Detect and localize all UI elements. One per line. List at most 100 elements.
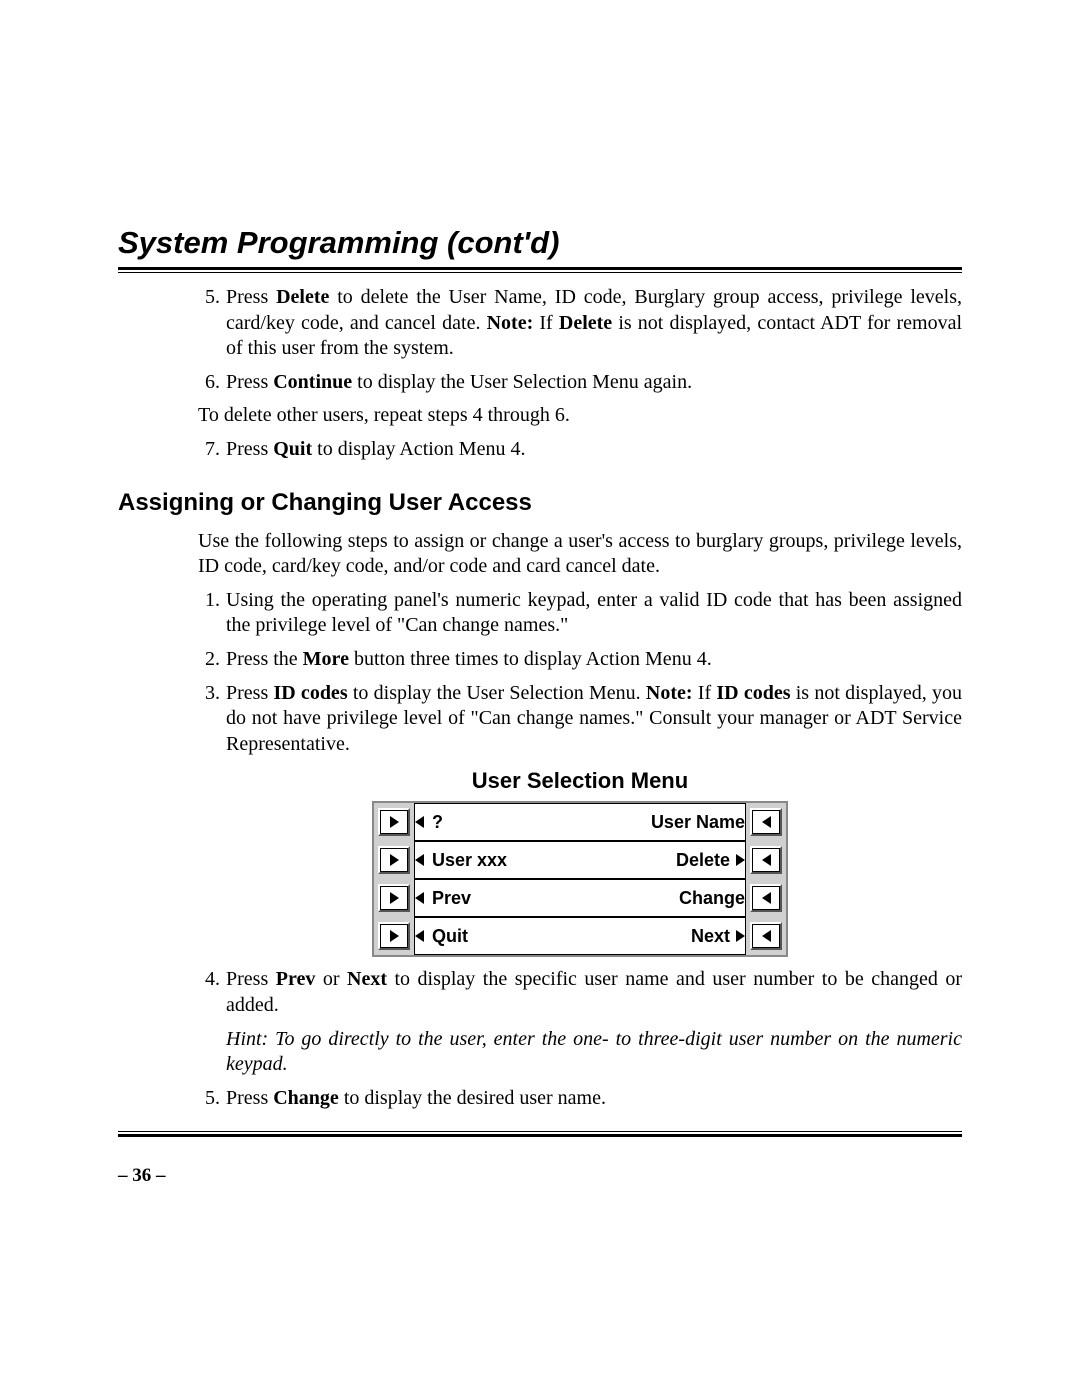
triangle-left-icon [415,854,424,866]
menu-button-right[interactable] [750,922,782,950]
triangle-right-icon [736,930,745,942]
list-item: 3. Press ID codes to display the User Se… [198,681,962,758]
bold-text: Delete [276,286,329,308]
user-selection-menu: ? User Name User xxx Delete [198,801,962,957]
bold-text: Prev [276,968,316,990]
list-number: 2. [198,647,226,673]
text: to display the desired user name. [339,1087,606,1109]
bold-text: Quit [273,438,312,460]
list-item: 4. Press Prev or Next to display the spe… [198,967,962,1018]
section-heading: Assigning or Changing User Access [118,489,962,517]
menu-left-text: Quit [432,925,468,948]
menu-right-text: User Name [651,811,745,834]
list-body: Press Continue to display the User Selec… [226,370,962,396]
list-body: Press Change to display the desired user… [226,1086,962,1112]
menu-right-text: Delete [676,849,730,872]
menu-button-left[interactable] [378,922,410,950]
list-number [198,1027,226,1078]
list-number: 5. [198,285,226,362]
list-number: 5. [198,1086,226,1112]
menu-left-text: Prev [432,887,471,910]
text: to display Action Menu 4. [312,438,525,460]
menu-left-text: User xxx [432,849,507,872]
text: If [533,312,559,334]
menu-button-right[interactable] [750,884,782,912]
text: Press [226,1087,273,1109]
paragraph: To delete other users, repeat steps 4 th… [198,403,962,429]
list-number: 3. [198,681,226,758]
triangle-left-icon [415,892,424,904]
list-item: 2. Press the More button three times to … [198,647,962,673]
menu-title: User Selection Menu [198,767,962,795]
bold-text: ID codes [273,682,347,704]
list-number: 7. [198,437,226,463]
triangle-left-icon [762,892,771,904]
menu-button-right[interactable] [750,808,782,836]
menu-button-left[interactable] [378,846,410,874]
text: or [315,968,347,990]
list-body: Press Prev or Next to display the specif… [226,967,962,1018]
list-number: 4. [198,967,226,1018]
list-body: Press Delete to delete the User Name, ID… [226,285,962,362]
menu-row: Quit Next [374,917,786,955]
list-item: 6. Press Continue to display the User Se… [198,370,962,396]
text: to display the User Selection Menu. [348,682,646,704]
list-item: 1. Using the operating panel's numeric k… [198,588,962,639]
text: Press [226,968,276,990]
menu-cell: Prev Change [414,879,746,917]
paragraph: Use the following steps to assign or cha… [198,529,962,580]
triangle-left-icon [762,930,771,942]
menu-row: User xxx Delete [374,841,786,879]
text: Press [226,371,273,393]
hint-text: Hint: To go directly to the user, enter … [226,1027,962,1078]
menu-cell: ? User Name [414,803,746,841]
text: button three times to display Action Men… [349,648,712,670]
list-body: Press ID codes to display the User Selec… [226,681,962,758]
bold-text: Delete [559,312,612,334]
menu-table: ? User Name User xxx Delete [372,801,788,957]
title-rule-thick [118,267,962,270]
text: If [693,682,717,704]
triangle-right-icon [390,930,399,942]
text: Press [226,286,276,308]
bold-text: Change [273,1087,339,1109]
list-item: 7. Press Quit to display Action Menu 4. [198,437,962,463]
page-title: System Programming (cont'd) [118,225,962,261]
triangle-right-icon [390,816,399,828]
triangle-left-icon [762,816,771,828]
triangle-left-icon [415,930,424,942]
menu-button-right[interactable] [750,846,782,874]
menu-button-left[interactable] [378,808,410,836]
text: Press [226,682,273,704]
menu-cell: Quit Next [414,917,746,955]
list-item: 5. Press Delete to delete the User Name,… [198,285,962,362]
bold-text: Continue [273,371,352,393]
title-rule-thin [118,272,962,273]
menu-button-left[interactable] [378,884,410,912]
menu-right-text: Next [691,925,730,948]
list-body: Press Quit to display Action Menu 4. [226,437,962,463]
footer-rule-thick [118,1134,962,1137]
text: to display the User Selection Menu again… [352,371,692,393]
menu-cell: User xxx Delete [414,841,746,879]
triangle-right-icon [390,892,399,904]
list-item: 5. Press Change to display the desired u… [198,1086,962,1112]
triangle-left-icon [415,816,424,828]
menu-row: Prev Change [374,879,786,917]
bold-text: More [303,648,349,670]
list-number: 1. [198,588,226,639]
menu-row: ? User Name [374,803,786,841]
footer-rule-thin [118,1131,962,1132]
bold-text: Note: [487,312,534,334]
bold-text: Next [347,968,387,990]
text: Press the [226,648,303,670]
text: Press [226,438,273,460]
triangle-right-icon [736,854,745,866]
menu-left-text: ? [432,811,443,834]
list-item-hint: Hint: To go directly to the user, enter … [198,1027,962,1078]
list-body: Using the operating panel's numeric keyp… [226,588,962,639]
list-number: 6. [198,370,226,396]
menu-right-text: Change [679,887,745,910]
triangle-left-icon [762,854,771,866]
triangle-right-icon [390,854,399,866]
